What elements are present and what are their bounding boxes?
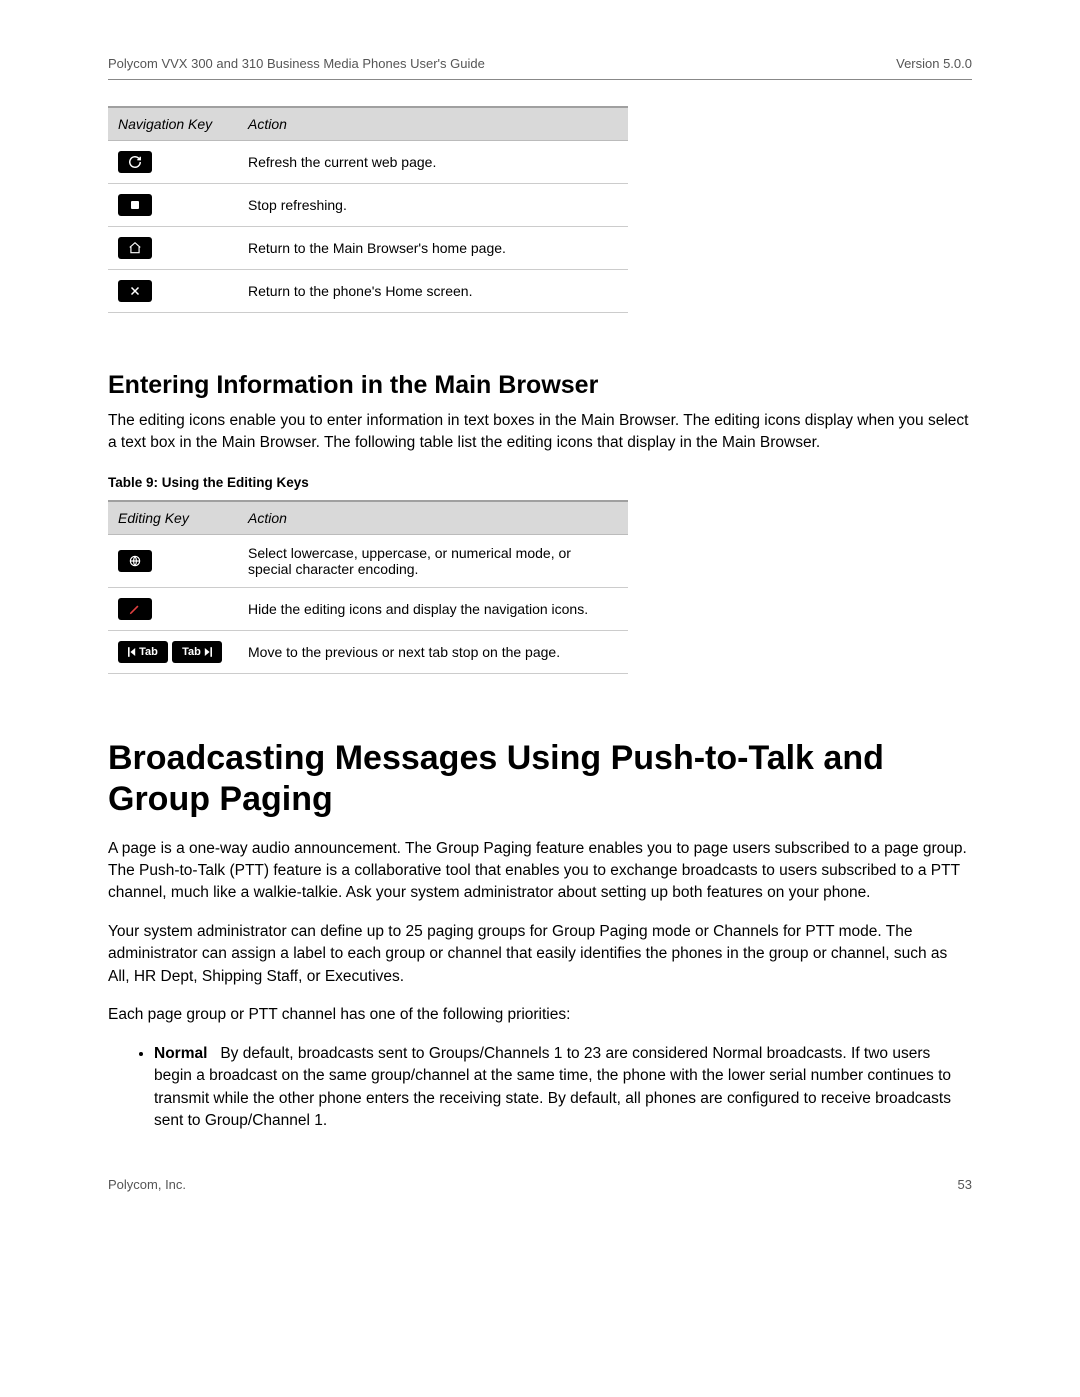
bullet-text: By default, broadcasts sent to Groups/Ch… [154, 1045, 951, 1129]
edit-col-key-header: Editing Key [108, 501, 238, 535]
header-version: Version 5.0.0 [896, 56, 972, 71]
page-header: Polycom VVX 300 and 310 Business Media P… [108, 56, 972, 71]
table-row: Return to the phone's Home screen. [108, 270, 628, 313]
footer-company: Polycom, Inc. [108, 1177, 186, 1192]
tab-prev-icon: Tab [118, 641, 168, 663]
major-heading: Broadcasting Messages Using Push-to-Talk… [108, 738, 972, 820]
table-row: Select lowercase, uppercase, or numerica… [108, 534, 628, 587]
edit-col-action-header: Action [238, 501, 628, 535]
page-footer: Polycom, Inc. 53 [108, 1177, 972, 1192]
close-icon [118, 280, 152, 302]
nav-action-text: Refresh the current web page. [238, 141, 628, 184]
tab-keys-icon: Tab Tab [118, 641, 222, 663]
nav-action-text: Stop refreshing. [238, 184, 628, 227]
priority-list: Normal By default, broadcasts sent to Gr… [108, 1043, 972, 1133]
mode-icon [118, 550, 152, 572]
section-paragraph: Your system administrator can define up … [108, 921, 972, 988]
navigation-key-table: Navigation Key Action Refresh the curren… [108, 106, 628, 313]
table-caption: Table 9: Using the Editing Keys [108, 475, 972, 490]
header-rule [108, 79, 972, 80]
edit-action-text: Hide the editing icons and display the n… [238, 587, 628, 630]
bullet-label: Normal [154, 1045, 207, 1062]
table-row: Tab Tab Move to the previous or next tab… [108, 630, 628, 673]
table-row: Stop refreshing. [108, 184, 628, 227]
document-page: Polycom VVX 300 and 310 Business Media P… [0, 0, 1080, 1232]
home-icon [118, 237, 152, 259]
section-paragraph: A page is a one-way audio announcement. … [108, 838, 972, 905]
list-item: Normal By default, broadcasts sent to Gr… [154, 1043, 972, 1133]
table-row: Hide the editing icons and display the n… [108, 587, 628, 630]
nav-action-text: Return to the Main Browser's home page. [238, 227, 628, 270]
editing-key-table: Editing Key Action Select lowercase, upp… [108, 500, 628, 674]
nav-col-action-header: Action [238, 107, 628, 141]
pencil-icon [118, 598, 152, 620]
table-row: Return to the Main Browser's home page. [108, 227, 628, 270]
edit-action-text: Select lowercase, uppercase, or numerica… [238, 534, 628, 587]
table-row: Refresh the current web page. [108, 141, 628, 184]
section-paragraph: The editing icons enable you to enter in… [108, 410, 972, 455]
nav-action-text: Return to the phone's Home screen. [238, 270, 628, 313]
refresh-icon [118, 151, 152, 173]
section-heading: Entering Information in the Main Browser [108, 371, 972, 400]
edit-action-text: Move to the previous or next tab stop on… [238, 630, 628, 673]
footer-page-number: 53 [958, 1177, 972, 1192]
nav-col-key-header: Navigation Key [108, 107, 238, 141]
tab-next-icon: Tab [172, 641, 222, 663]
header-title: Polycom VVX 300 and 310 Business Media P… [108, 56, 485, 71]
stop-icon [118, 194, 152, 216]
section-paragraph: Each page group or PTT channel has one o… [108, 1004, 972, 1026]
